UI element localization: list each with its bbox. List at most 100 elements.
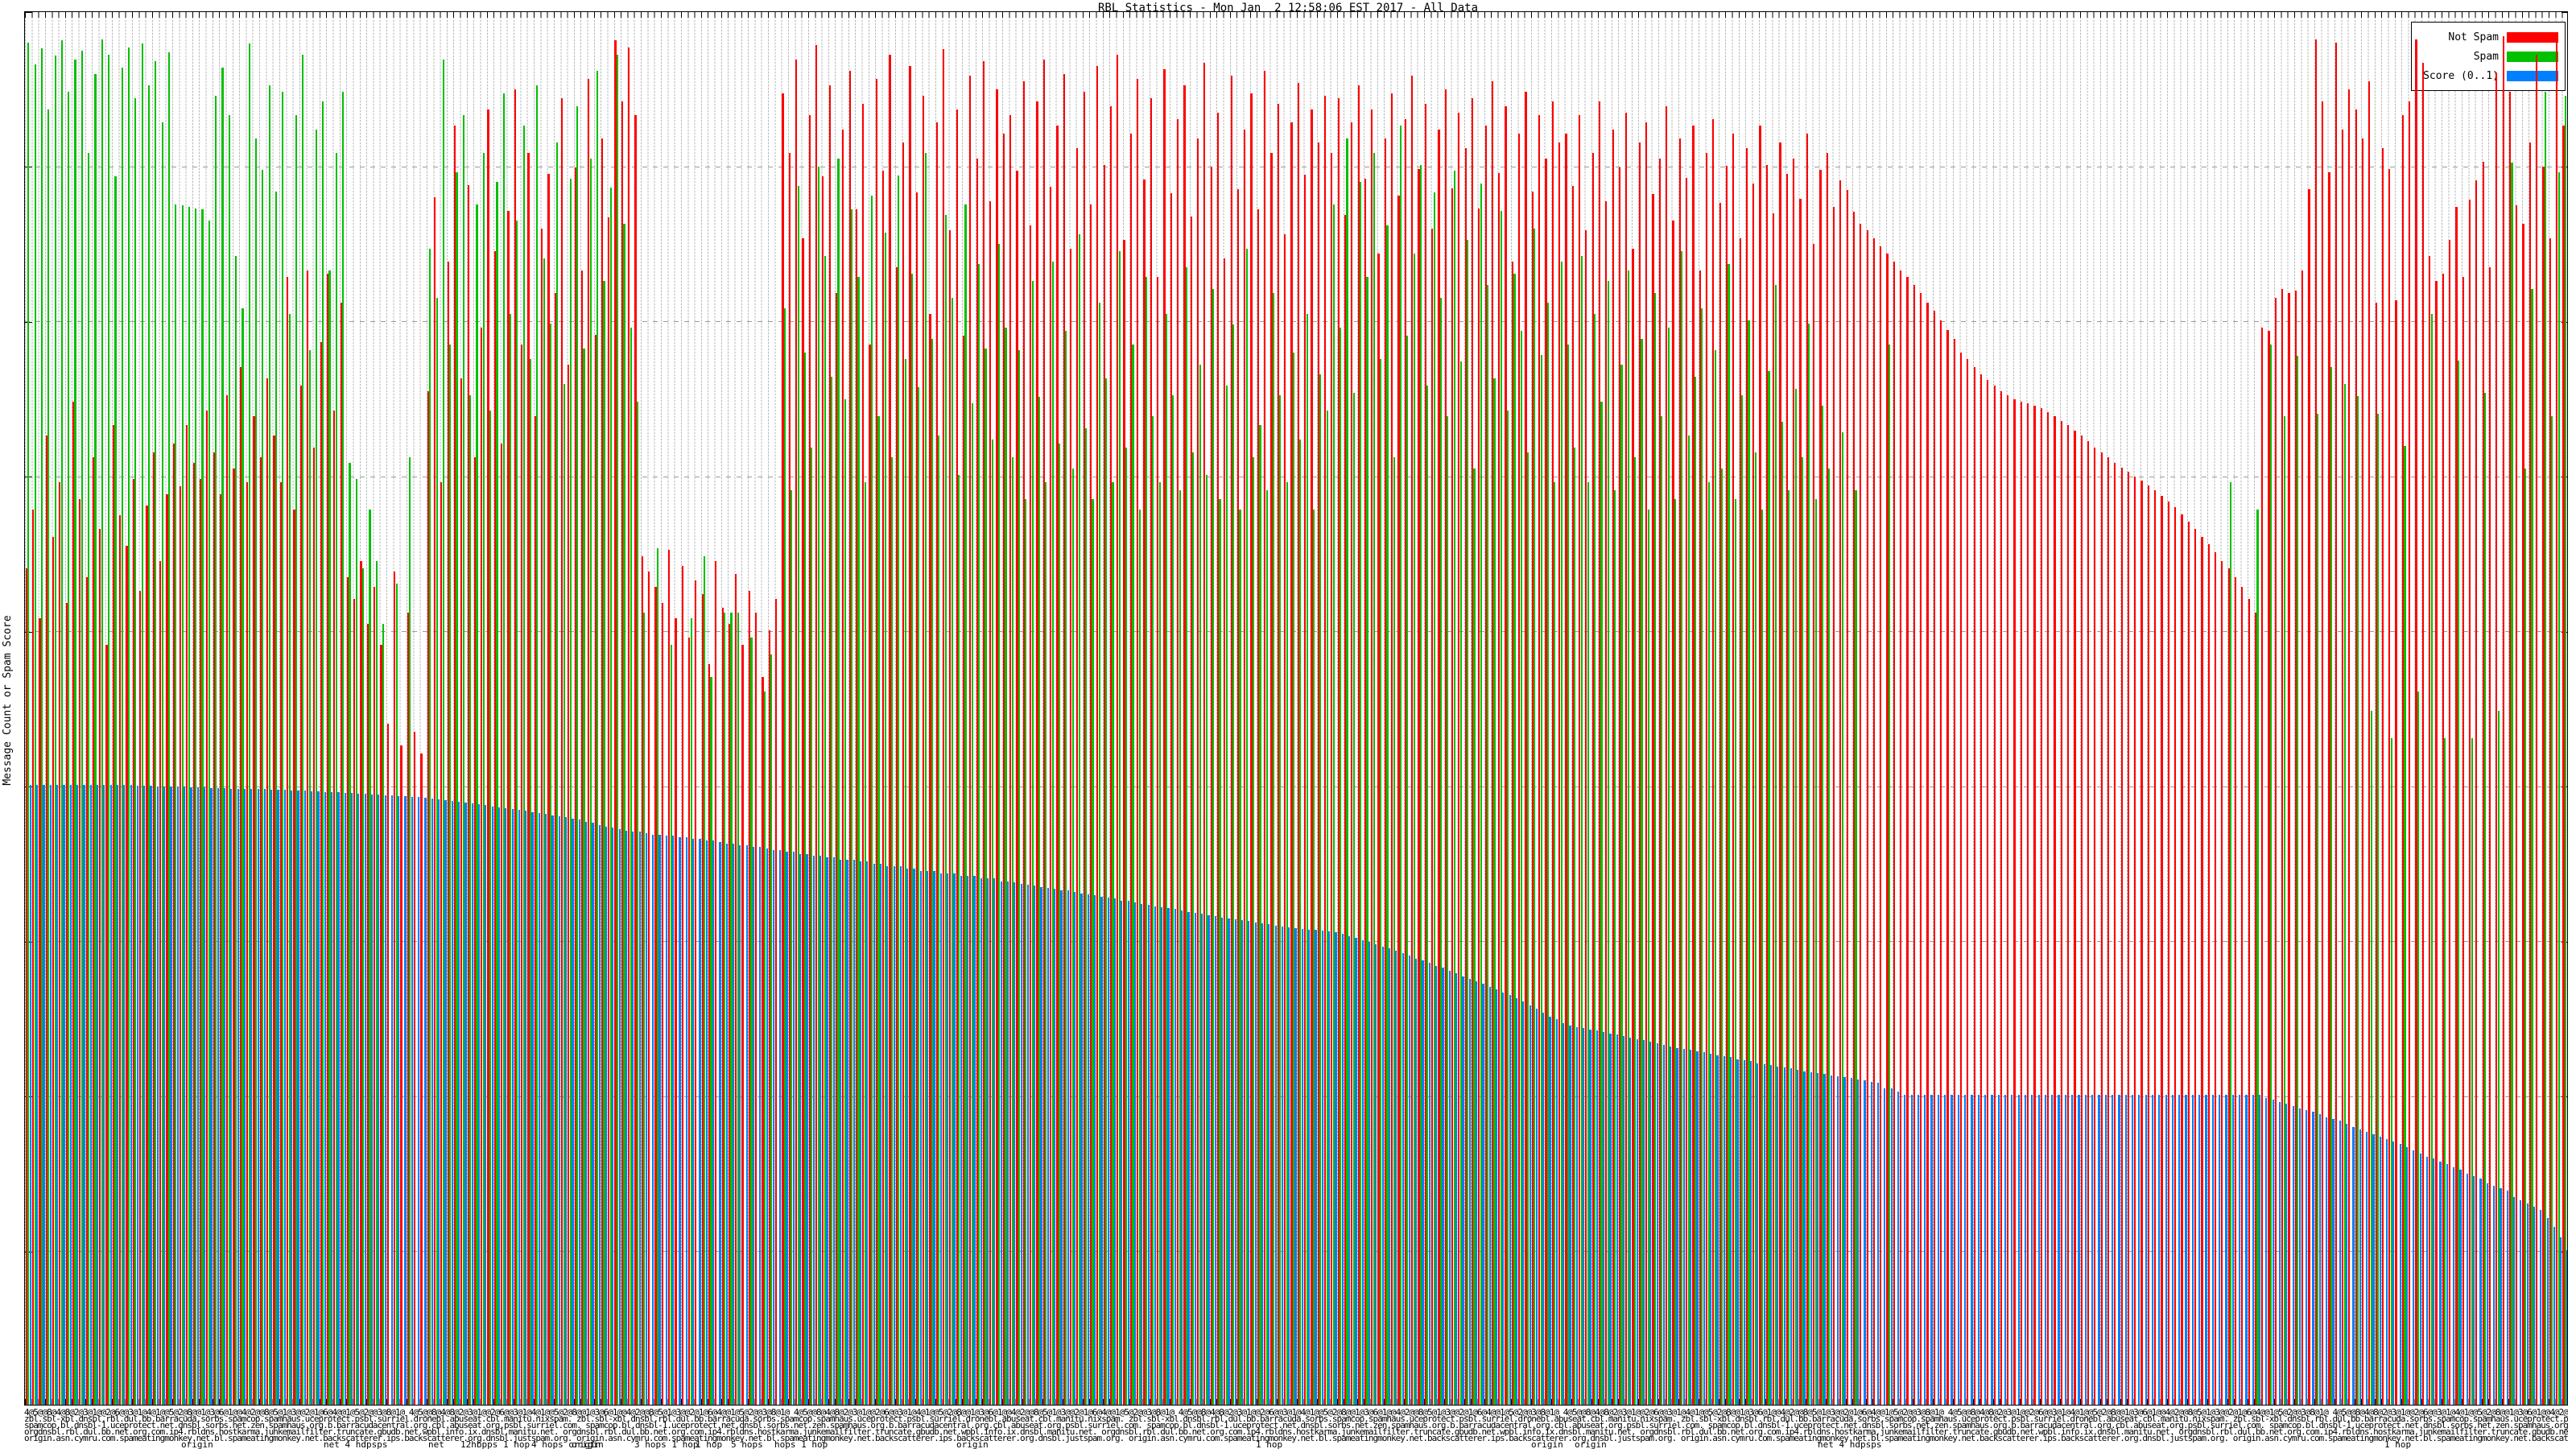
score-bar bbox=[1375, 944, 1377, 1405]
score-bar bbox=[873, 864, 875, 1405]
score-bar bbox=[2105, 1095, 2107, 1405]
score-bar bbox=[1181, 910, 1183, 1405]
score-bar bbox=[793, 852, 795, 1405]
not-spam-bar bbox=[2194, 529, 2196, 1405]
not-spam-bar bbox=[1967, 359, 1968, 1405]
score-bar bbox=[1409, 956, 1410, 1405]
score-bar bbox=[1616, 1034, 1618, 1405]
score-bar bbox=[1643, 1040, 1645, 1405]
score-bar bbox=[1174, 909, 1176, 1405]
score-bar bbox=[1530, 1005, 1531, 1405]
score-bar bbox=[1362, 940, 1364, 1405]
rbl-statistics-chart: RBL Statistics - Mon Jan 2 12:58:06 EST … bbox=[0, 0, 2576, 1449]
not-spam-bar bbox=[2462, 277, 2464, 1405]
score-bar bbox=[2312, 1112, 2314, 1405]
not-spam-bar bbox=[2000, 391, 2002, 1405]
not-spam-bar bbox=[1920, 293, 1922, 1405]
not-spam-bar bbox=[2382, 148, 2384, 1405]
score-bar bbox=[478, 804, 480, 1405]
score-bar bbox=[813, 856, 815, 1405]
score-bar bbox=[197, 787, 199, 1405]
score-bar bbox=[826, 857, 828, 1405]
score-bar bbox=[1522, 1001, 1524, 1405]
not-spam-bar bbox=[1860, 224, 1861, 1405]
score-bar bbox=[1040, 887, 1042, 1405]
score-bar bbox=[1268, 924, 1269, 1405]
spam-bar bbox=[2558, 172, 2560, 1405]
not-spam-bar bbox=[2536, 55, 2537, 1405]
score-bar bbox=[679, 837, 680, 1405]
not-spam-bar bbox=[675, 618, 676, 1405]
not-spam-bar bbox=[2235, 577, 2236, 1405]
score-bar bbox=[2426, 1157, 2428, 1405]
score-bar bbox=[2273, 1100, 2274, 1405]
score-bar bbox=[485, 805, 486, 1405]
score-bar bbox=[940, 873, 942, 1405]
legend-entry: Score (0..1) bbox=[2423, 66, 2558, 85]
score-bar bbox=[1167, 908, 1169, 1405]
score-bar bbox=[2091, 1095, 2093, 1405]
not-spam-bar bbox=[1847, 190, 1848, 1405]
score-bar bbox=[599, 825, 601, 1405]
score-bar bbox=[317, 791, 319, 1405]
score-bar bbox=[806, 854, 807, 1405]
score-bar bbox=[1382, 947, 1384, 1405]
score-bar bbox=[1088, 894, 1089, 1405]
score-bar bbox=[258, 789, 259, 1405]
score-bar bbox=[2178, 1095, 2180, 1405]
score-bar bbox=[2453, 1167, 2454, 1405]
plot-area: Not SpamSpamScore (0..1) bbox=[24, 11, 2568, 1406]
spam-bar bbox=[2565, 96, 2566, 1405]
score-bar bbox=[1569, 1026, 1571, 1405]
score-bar bbox=[2125, 1095, 2127, 1405]
score-bar bbox=[1435, 966, 1437, 1405]
score-bar bbox=[612, 828, 613, 1405]
score-bar bbox=[1536, 1009, 1538, 1405]
score-bar bbox=[1502, 993, 1504, 1405]
not-spam-bar bbox=[2114, 463, 2116, 1405]
score-bar bbox=[2459, 1170, 2461, 1405]
not-spam-bar bbox=[2140, 481, 2142, 1405]
not-spam-bar bbox=[1980, 374, 1982, 1405]
decade-gridline bbox=[25, 631, 2567, 632]
score-bar bbox=[2025, 1095, 2026, 1405]
score-bar bbox=[819, 856, 821, 1405]
score-bar bbox=[833, 857, 835, 1405]
score-bar bbox=[50, 785, 52, 1405]
y-tick-mark bbox=[2562, 12, 2568, 13]
score-bar bbox=[2205, 1095, 2207, 1405]
score-bar bbox=[666, 836, 667, 1405]
not-spam-bar bbox=[2027, 403, 2029, 1405]
not-spam-bar bbox=[2094, 448, 2095, 1405]
score-bar bbox=[1589, 1030, 1591, 1405]
score-bar bbox=[886, 866, 888, 1405]
score-bar bbox=[1342, 934, 1344, 1405]
score-bar bbox=[1221, 918, 1223, 1405]
score-bar bbox=[1355, 938, 1356, 1405]
not-spam-bar bbox=[2409, 101, 2410, 1405]
score-bar bbox=[652, 835, 654, 1405]
not-spam-bar bbox=[2241, 587, 2243, 1405]
not-spam-bar bbox=[2148, 485, 2149, 1405]
top-category-ticks bbox=[25, 12, 2567, 18]
score-bar bbox=[1911, 1095, 1913, 1405]
score-bar bbox=[1744, 1060, 1745, 1405]
not-spam-bar bbox=[2335, 43, 2337, 1405]
score-bar bbox=[712, 840, 714, 1405]
not-spam-bar bbox=[1960, 353, 1962, 1405]
score-bar bbox=[759, 847, 761, 1405]
score-bar bbox=[438, 799, 440, 1405]
score-bar bbox=[418, 797, 419, 1405]
score-bar bbox=[157, 786, 159, 1405]
score-bar bbox=[110, 785, 112, 1405]
score-bar bbox=[853, 860, 855, 1405]
score-bar bbox=[1556, 1019, 1558, 1405]
score-bar bbox=[1663, 1045, 1665, 1405]
score-bar bbox=[1368, 942, 1370, 1405]
score-bar bbox=[2487, 1183, 2488, 1405]
score-bar bbox=[1683, 1049, 1685, 1405]
score-bar bbox=[1422, 960, 1423, 1405]
score-bar bbox=[224, 788, 225, 1405]
score-bar bbox=[2352, 1127, 2354, 1405]
score-bar bbox=[632, 832, 634, 1405]
